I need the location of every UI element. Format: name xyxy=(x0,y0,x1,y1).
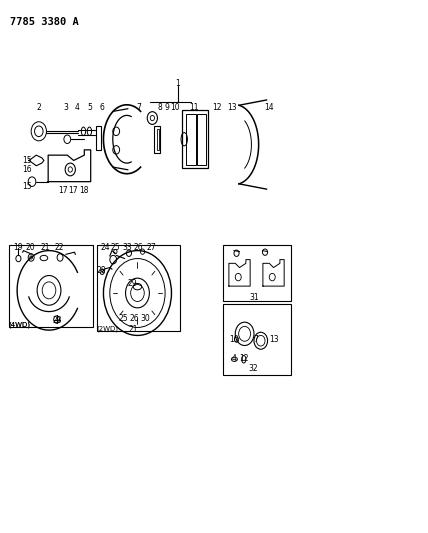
Text: 5: 5 xyxy=(87,103,92,112)
Bar xyxy=(155,126,160,152)
Text: 8: 8 xyxy=(157,103,162,112)
Bar xyxy=(186,114,196,165)
Text: 7785 3380 A: 7785 3380 A xyxy=(10,17,79,27)
Text: 7: 7 xyxy=(253,335,258,344)
Text: 28: 28 xyxy=(97,266,106,275)
Text: 25: 25 xyxy=(119,314,128,324)
Text: 9: 9 xyxy=(165,103,169,112)
Text: 3: 3 xyxy=(64,103,68,112)
Text: 10: 10 xyxy=(229,335,239,344)
Text: 13: 13 xyxy=(269,335,278,344)
Text: 6: 6 xyxy=(99,103,104,112)
Bar xyxy=(182,110,208,168)
Text: 19: 19 xyxy=(13,244,22,253)
Text: 17: 17 xyxy=(68,186,77,195)
Text: 4: 4 xyxy=(74,103,80,112)
Text: 17: 17 xyxy=(58,186,68,195)
Text: 13: 13 xyxy=(227,103,237,112)
Text: 18: 18 xyxy=(80,186,89,195)
Text: 27: 27 xyxy=(146,244,156,253)
Text: 33: 33 xyxy=(122,244,132,253)
Text: 24: 24 xyxy=(101,244,110,253)
Text: 1: 1 xyxy=(175,79,180,88)
Bar xyxy=(97,245,180,331)
Text: (2WD): (2WD) xyxy=(96,325,118,332)
Text: 21: 21 xyxy=(128,325,138,334)
Text: 29: 29 xyxy=(128,279,137,288)
Text: 31: 31 xyxy=(250,293,259,302)
Text: 7: 7 xyxy=(136,103,141,112)
Text: 14: 14 xyxy=(265,103,274,112)
Text: 15: 15 xyxy=(22,156,32,165)
Text: 4: 4 xyxy=(232,354,236,363)
Text: 2: 2 xyxy=(36,103,41,112)
Text: 26: 26 xyxy=(134,244,143,253)
Text: 20: 20 xyxy=(26,244,35,253)
Text: 10: 10 xyxy=(170,103,180,112)
Bar xyxy=(223,304,291,375)
Text: 11: 11 xyxy=(190,103,199,112)
Text: 12: 12 xyxy=(239,354,249,363)
Text: 32: 32 xyxy=(248,364,258,373)
Text: 16: 16 xyxy=(22,165,32,174)
Text: 15: 15 xyxy=(22,182,32,191)
Text: (4WD): (4WD) xyxy=(8,321,30,328)
Bar xyxy=(96,126,101,150)
Text: 21: 21 xyxy=(40,244,50,253)
Text: 12: 12 xyxy=(213,103,222,112)
Text: 25: 25 xyxy=(110,244,120,253)
Text: 23: 23 xyxy=(53,316,62,325)
Text: 26: 26 xyxy=(130,314,139,324)
Bar xyxy=(197,114,206,165)
Bar xyxy=(157,128,159,150)
Text: 30: 30 xyxy=(140,314,150,324)
Bar xyxy=(223,245,291,301)
Bar xyxy=(9,245,93,327)
Text: (4WD): (4WD) xyxy=(8,321,30,328)
Text: 22: 22 xyxy=(54,244,63,253)
